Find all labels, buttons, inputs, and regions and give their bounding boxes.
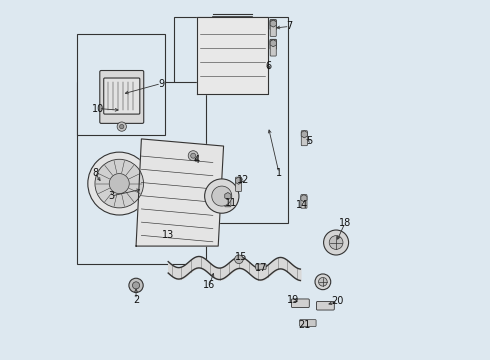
Circle shape [235,255,243,264]
Circle shape [95,159,144,208]
Circle shape [109,174,129,194]
Polygon shape [270,20,276,27]
Circle shape [212,186,232,206]
Circle shape [132,282,140,289]
Circle shape [329,236,343,249]
Polygon shape [301,195,307,202]
FancyBboxPatch shape [270,19,276,30]
FancyBboxPatch shape [104,78,140,114]
Text: 18: 18 [339,218,351,228]
Polygon shape [270,40,276,47]
Circle shape [117,122,126,131]
FancyBboxPatch shape [301,131,307,146]
Circle shape [318,278,327,286]
Text: 20: 20 [332,296,344,306]
Text: 7: 7 [287,21,293,31]
Text: 15: 15 [235,252,247,262]
FancyBboxPatch shape [100,71,144,123]
Text: 4: 4 [194,156,200,165]
Text: 2: 2 [133,295,139,305]
FancyBboxPatch shape [301,195,307,208]
FancyBboxPatch shape [300,320,316,327]
Text: 16: 16 [203,280,216,291]
Text: 8: 8 [92,168,98,178]
Polygon shape [225,193,231,200]
Circle shape [88,152,151,215]
Circle shape [120,125,124,129]
Polygon shape [301,131,307,138]
Text: 21: 21 [298,320,310,330]
Polygon shape [236,177,242,184]
Text: 1: 1 [276,168,282,178]
Text: 6: 6 [265,61,271,71]
FancyBboxPatch shape [173,18,288,223]
Circle shape [129,278,143,293]
Text: 10: 10 [93,104,105,113]
Text: 19: 19 [287,295,299,305]
Text: 11: 11 [224,198,237,208]
Circle shape [191,153,196,158]
FancyBboxPatch shape [317,301,334,310]
Polygon shape [136,139,223,246]
FancyBboxPatch shape [77,82,206,264]
Text: 9: 9 [158,78,164,89]
Circle shape [271,40,275,44]
FancyBboxPatch shape [270,40,276,56]
Text: 3: 3 [108,191,114,201]
FancyBboxPatch shape [256,264,266,269]
Circle shape [315,274,331,290]
Text: 14: 14 [296,200,308,210]
FancyBboxPatch shape [292,299,309,307]
FancyBboxPatch shape [270,39,276,49]
FancyBboxPatch shape [270,20,276,36]
FancyBboxPatch shape [77,33,165,135]
Text: 5: 5 [306,136,313,146]
Circle shape [205,179,239,213]
Polygon shape [197,18,268,94]
Text: 12: 12 [237,175,249,185]
Circle shape [188,151,198,161]
FancyBboxPatch shape [225,193,231,207]
Circle shape [323,230,348,255]
Text: 17: 17 [255,262,267,273]
Text: 13: 13 [162,230,174,240]
FancyBboxPatch shape [236,177,242,192]
Circle shape [271,20,275,24]
